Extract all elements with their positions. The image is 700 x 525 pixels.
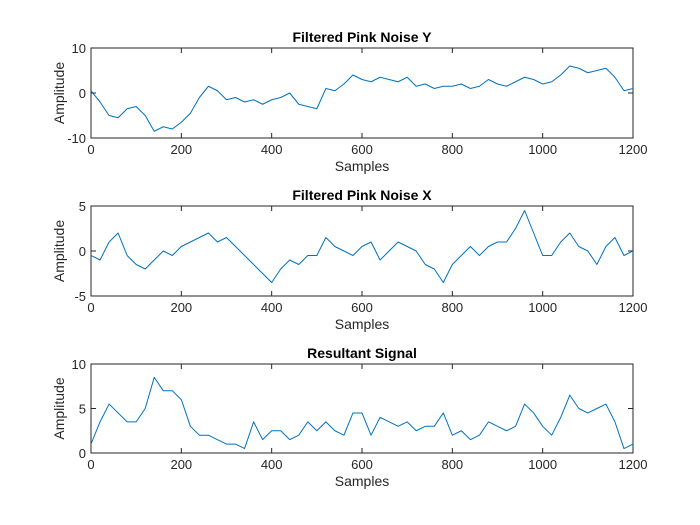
x-tick-label: 200 <box>170 142 192 157</box>
x-tick-label: 0 <box>87 457 94 472</box>
y-tick-label: 5 <box>79 402 86 417</box>
y-tick-label: 10 <box>72 357 86 372</box>
x-tick-label: 400 <box>261 300 283 315</box>
y-tick-label: 0 <box>79 244 86 259</box>
x-tick-label: 1200 <box>619 300 648 315</box>
x-tick-label: 600 <box>351 142 373 157</box>
axes-box <box>90 47 634 139</box>
y-tick-label: -10 <box>67 131 86 146</box>
x-tick-label: 400 <box>261 142 283 157</box>
y-tick-label: 0 <box>79 446 86 461</box>
y-axis-label: Amplitude <box>51 377 67 439</box>
axes-box <box>90 205 634 297</box>
panel-3: 0 200 400 600 800 1000 1200 0 5 10 Resultant Signa… <box>51 345 647 489</box>
x-tick-label: 1200 <box>619 142 648 157</box>
x-tick-label: 800 <box>441 142 463 157</box>
x-tick-label: 1000 <box>528 300 557 315</box>
y-tick-label: -5 <box>74 289 86 304</box>
y-tick-label: 5 <box>79 199 86 214</box>
x-tick-label: 600 <box>351 300 373 315</box>
x-tick-label: 1000 <box>528 457 557 472</box>
chart-title: Filtered Pink Noise X <box>292 187 432 203</box>
x-tick-label: 200 <box>170 457 192 472</box>
x-tick-label: 600 <box>351 457 373 472</box>
x-tick-label: 800 <box>441 457 463 472</box>
x-tick-label: 0 <box>87 142 94 157</box>
x-axis-label: Samples <box>335 316 389 332</box>
x-tick-label: 800 <box>441 300 463 315</box>
chart-title: Filtered Pink Noise Y <box>292 29 432 45</box>
x-tick-label: 0 <box>87 300 94 315</box>
x-tick-label: 200 <box>170 300 192 315</box>
x-axis-label: Samples <box>335 158 389 174</box>
x-tick-label: 1000 <box>528 142 557 157</box>
y-axis-label: Amplitude <box>51 220 67 282</box>
y-tick-label: 0 <box>79 86 86 101</box>
chart-title: Resultant Signal <box>307 345 417 361</box>
x-tick-label: 1200 <box>619 457 648 472</box>
y-tick-label: 10 <box>72 41 86 56</box>
x-axis-label: Samples <box>335 473 389 489</box>
axes-box <box>90 363 634 454</box>
x-tick-label: 400 <box>261 457 283 472</box>
series-line <box>91 376 633 450</box>
y-axis-label: Amplitude <box>51 62 67 124</box>
series-line <box>91 210 633 283</box>
series-line <box>91 65 633 132</box>
